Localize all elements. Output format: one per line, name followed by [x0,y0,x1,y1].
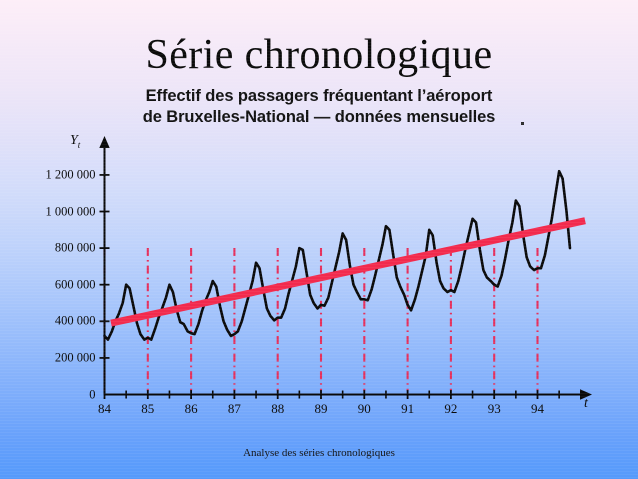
page-subtitle: Effectif des passagers fréquentant l’aér… [142,87,496,126]
x-axis-label: t [584,396,588,411]
x-axis-tick-label: 88 [271,400,285,416]
chart-tick-marks [99,173,560,399]
series-passengers [103,169,572,341]
x-axis-tick-label: 92 [444,400,458,416]
y-axis-label-text: Y [70,133,78,148]
passenger-series-path [103,169,572,341]
y-axis-label-subscript: t [77,139,81,150]
y-axis-tick-label: 0 [89,387,96,401]
x-axis-tick-label: 86 [184,400,198,416]
x-axis-tick-label: 87 [227,400,241,416]
y-axis-tick-label: 1 200 000 [45,167,96,182]
x-axis-tick-label: 90 [357,400,371,416]
y-axis-arrowhead [99,136,110,148]
y-axis-tick-label: 400 000 [54,313,96,328]
x-axis-tick-label: 85 [141,400,155,416]
x-axis-arrowhead [580,389,592,400]
y-axis-tick-label: 1 000 000 [45,204,96,218]
y-axis-tick-label: 800 000 [54,240,96,255]
trendline-path [110,217,586,327]
x-axis-tick-label: 91 [401,400,415,416]
y-axis-tick-label: 200 000 [54,350,96,365]
x-axis-tick-label: 93 [487,400,501,416]
chart-axes [99,136,592,400]
y-axis-tick-label: 600 000 [54,277,96,292]
series-trendline [110,217,586,327]
x-axis-tick-label: 94 [531,400,544,416]
x-axis-tick-label: 84 [98,400,111,416]
slide-footer: Analyse des séries chronologiques [243,447,395,459]
year-marker-lines [103,248,539,391]
x-axis-tick-label: 89 [314,400,328,416]
page-title: Série chronologique [145,32,493,78]
y-axis-label: Yt [70,133,80,150]
stray-dot-artifact [521,122,524,125]
